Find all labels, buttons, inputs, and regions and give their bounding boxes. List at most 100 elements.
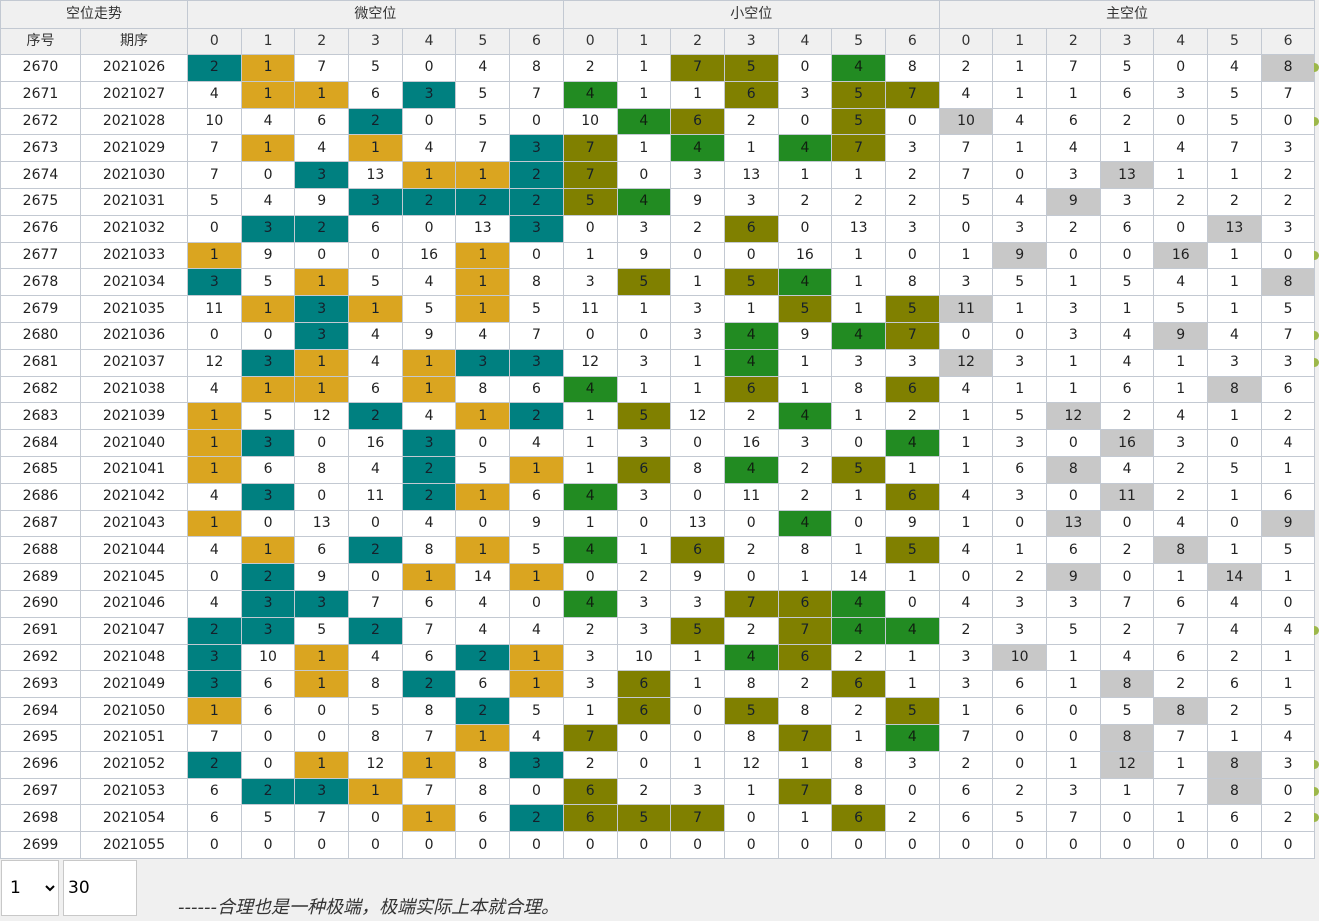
main-cell: 0: [1099, 509, 1155, 538]
main-cell: 2: [1153, 187, 1209, 216]
micro-cell: 1: [401, 563, 457, 591]
micro-cell: 1: [240, 134, 296, 163]
table-row: 2670 2021026 2 1 7 5 0 4 8 2 1 7 5 0 4 8 2 1 7 5 0 4 8: [0, 54, 1316, 82]
micro-cell: 0: [187, 214, 242, 243]
micro-cell: 5: [509, 295, 564, 323]
main-cell: 1: [992, 54, 1048, 82]
main-cell: 14: [1207, 563, 1262, 591]
main-cell: 1: [938, 241, 994, 270]
small-cell: 7: [777, 777, 833, 806]
main-cell: 10: [992, 643, 1048, 672]
period-cell: 2021035: [80, 295, 188, 323]
main-cell: 7: [1260, 80, 1316, 109]
digit-header-small-0: 0: [562, 28, 618, 55]
small-cell: 4: [831, 616, 886, 645]
small-cell: 8: [831, 777, 886, 806]
small-cell: 1: [723, 777, 779, 806]
edge-marker: [1314, 251, 1319, 260]
main-cell: 0: [1260, 589, 1316, 618]
micro-cell: 1: [294, 670, 350, 699]
small-cell: 6: [723, 214, 779, 243]
small-cell: 3: [670, 161, 725, 189]
main-cell: 5: [1153, 295, 1209, 323]
main-cell: 1: [1153, 348, 1209, 377]
digit-header-micro-0: 0: [187, 28, 242, 55]
micro-cell: 6: [348, 375, 403, 404]
period-cell: 2021030: [80, 161, 188, 189]
main-cell: 4: [992, 187, 1048, 216]
period-cell: 2021044: [80, 536, 188, 565]
small-cell: 1: [562, 402, 618, 431]
micro-cell: 3: [348, 187, 403, 216]
small-cell: 7: [884, 80, 940, 109]
small-cell: 1: [616, 375, 672, 404]
main-cell: 5: [992, 268, 1048, 297]
micro-cell: 9: [240, 241, 296, 270]
small-cell: 5: [616, 268, 672, 297]
main-cell: 4: [938, 375, 994, 404]
main-cell: 2: [1153, 482, 1209, 511]
small-cell: 12: [670, 402, 725, 431]
period-cell: 2021048: [80, 643, 188, 672]
small-cell: 0: [884, 777, 940, 806]
main-cell: 4: [938, 589, 994, 618]
micro-cell: 7: [348, 589, 403, 618]
micro-cell: 4: [240, 107, 296, 136]
main-cell: 1: [1260, 643, 1316, 672]
digit-header-main-0: 0: [938, 28, 994, 55]
main-cell: 0: [1099, 804, 1155, 833]
main-cell: 1: [1046, 750, 1101, 779]
small-cell: 7: [884, 321, 940, 350]
table-row: 2684 2021040 1 3 0 16 3 0 4 1 3 0 16 3 0 4 1 3 0 16 3 0 4: [0, 429, 1316, 457]
main-cell: 5: [1207, 455, 1262, 484]
main-cell: 8: [1207, 375, 1262, 404]
table-row: 2677 2021033 1 9 0 0 16 1 0 1 9 0 0 16 1 0 1 9 0 0 16 1 0: [0, 241, 1316, 270]
micro-cell: 1: [401, 161, 457, 189]
micro-cell: 8: [401, 536, 457, 565]
main-cell: 7: [1153, 616, 1209, 645]
small-cell: 8: [884, 54, 940, 82]
seq-cell: 2694: [0, 697, 81, 725]
small-cell: 5: [616, 402, 672, 431]
main-cell: 6: [1099, 80, 1155, 109]
main-cell: 0: [1153, 107, 1209, 136]
micro-cell: 7: [509, 321, 564, 350]
micro-cell: 2: [401, 482, 457, 511]
page-size-input[interactable]: [63, 860, 137, 916]
seq-cell: 2697: [0, 777, 81, 806]
micro-cell: 12: [187, 348, 242, 377]
micro-cell: 1: [240, 295, 296, 323]
small-cell: 4: [723, 455, 779, 484]
digit-header-main-6: 6: [1260, 28, 1316, 55]
main-cell: 1: [1207, 402, 1262, 431]
small-cell: 6: [616, 697, 672, 725]
page-number-select[interactable]: 1: [1, 860, 59, 916]
main-cell: 3: [1207, 348, 1262, 377]
small-cell: 4: [616, 187, 672, 216]
group-header-row: 空位走势 微空位 小空位 主空位: [0, 0, 1316, 29]
micro-cell: 4: [455, 54, 511, 82]
micro-cell: 4: [509, 616, 564, 645]
main-cell: 0: [1046, 429, 1101, 457]
main-cell: 1: [1153, 161, 1209, 189]
period-cell: 2021043: [80, 509, 188, 538]
main-cell: 1: [1207, 482, 1262, 511]
micro-cell: 5: [455, 455, 511, 484]
main-cell: 4: [1207, 54, 1262, 82]
micro-cell: 1: [294, 348, 350, 377]
digit-header-main-3: 3: [1099, 28, 1155, 55]
small-cell: 0: [831, 429, 886, 457]
period-cell: 2021033: [80, 241, 188, 270]
micro-cell: 4: [401, 268, 457, 297]
small-cell: 2: [562, 54, 618, 82]
micro-cell: 2: [455, 187, 511, 216]
main-cell: 0: [938, 563, 994, 591]
micro-cell: 10: [187, 107, 242, 136]
table-row: 2673 2021029 7 1 4 1 4 7 3 7 1 4 1 4 7 3 7 1 4 1 4 7 3: [0, 134, 1316, 163]
micro-cell: 0: [401, 107, 457, 136]
main-cell: 1: [1153, 563, 1209, 591]
small-cell: 3: [777, 429, 833, 457]
period-cell: 2021050: [80, 697, 188, 725]
main-cell: 0: [1153, 831, 1209, 859]
main-cell: 0: [1260, 831, 1316, 859]
